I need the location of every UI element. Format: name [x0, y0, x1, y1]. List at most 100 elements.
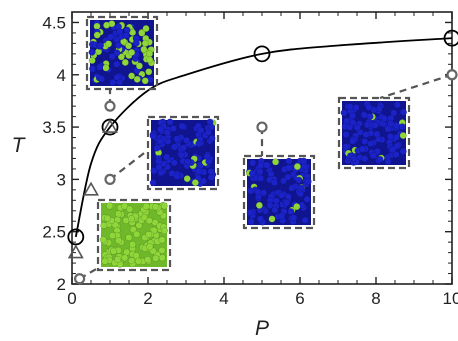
particle: [263, 161, 271, 169]
particle: [149, 179, 157, 187]
particle: [146, 56, 154, 64]
particle: [342, 143, 350, 151]
particle: [93, 22, 101, 30]
particle: [204, 128, 212, 136]
particle: [366, 112, 374, 120]
particle: [279, 177, 288, 185]
snapshot-blue: [242, 154, 316, 230]
particle: [380, 114, 388, 123]
particle: [144, 255, 152, 264]
particle: [358, 145, 366, 153]
particle: [141, 39, 149, 47]
particle: [386, 132, 394, 141]
particle: [393, 101, 401, 109]
particle: [114, 210, 123, 218]
particle: [290, 214, 298, 222]
particle: [384, 157, 392, 165]
particle: [96, 41, 105, 49]
particle: [353, 123, 361, 131]
particle: [99, 236, 107, 244]
particle: [254, 188, 262, 196]
x-tick-label: 0: [67, 289, 76, 308]
gray-circle-point: [104, 173, 116, 185]
particle: [392, 133, 400, 141]
particle: [375, 105, 383, 113]
particle: [116, 28, 124, 36]
particle: [340, 109, 348, 117]
particle: [293, 163, 301, 171]
particle: [160, 202, 168, 210]
particle: [105, 40, 113, 48]
particle: [390, 109, 398, 117]
particle: [114, 41, 122, 49]
particle: [142, 202, 150, 210]
particle: [156, 137, 164, 145]
particle: [246, 209, 254, 217]
particle: [191, 179, 199, 187]
particle: [103, 21, 111, 29]
particle: [301, 216, 309, 224]
particle: [126, 205, 134, 213]
particle: [145, 230, 153, 239]
particle: [140, 45, 148, 53]
particle: [142, 24, 150, 33]
snapshot-frame: [337, 96, 411, 170]
particle: [287, 208, 295, 216]
particle: [399, 132, 407, 140]
particle: [127, 257, 136, 265]
particle: [169, 124, 177, 133]
particle: [361, 137, 369, 145]
particle: [145, 68, 153, 76]
snapshot-frame: [96, 198, 172, 272]
particle: [271, 158, 280, 166]
open-circle-point: [253, 45, 271, 63]
particle: [155, 163, 163, 171]
particle: [156, 125, 164, 133]
particle: [109, 79, 117, 87]
particle: [361, 155, 369, 163]
particle: [153, 144, 161, 152]
open-triangle-point: [83, 181, 99, 196]
particle: [145, 217, 153, 225]
particle: [352, 103, 360, 112]
particle: [121, 202, 129, 210]
particle: [152, 203, 160, 211]
particle: [362, 131, 370, 139]
gray-circle-point: [104, 100, 116, 112]
particle: [303, 195, 311, 203]
snapshot-connector: [379, 73, 453, 100]
particle: [141, 77, 149, 85]
particle: [384, 125, 392, 133]
particle: [117, 53, 125, 61]
open-triangle-point: [102, 118, 118, 133]
particle: [133, 75, 141, 83]
particle: [349, 119, 357, 127]
particle: [271, 206, 279, 214]
particle: [101, 257, 109, 265]
y-axis-label: T: [12, 134, 27, 157]
particle: [248, 169, 256, 177]
particle: [149, 132, 157, 140]
particle: [93, 31, 101, 39]
particle: [195, 167, 203, 175]
particle: [108, 232, 117, 240]
particle: [278, 191, 286, 199]
particle: [387, 120, 395, 128]
particle: [293, 203, 301, 211]
particle: [129, 240, 137, 248]
particle: [96, 63, 104, 71]
particle: [155, 157, 163, 166]
particle: [257, 162, 265, 170]
particle: [349, 112, 357, 120]
snapshot-connectors: [79, 73, 453, 280]
snapshot-frame: [85, 15, 159, 91]
particle: [113, 49, 121, 57]
particle: [249, 159, 257, 167]
particle: [160, 227, 169, 235]
x-tick-label: 8: [371, 289, 380, 308]
open-triangle-point: [67, 244, 84, 259]
particle: [88, 56, 96, 64]
particle: [173, 172, 181, 180]
